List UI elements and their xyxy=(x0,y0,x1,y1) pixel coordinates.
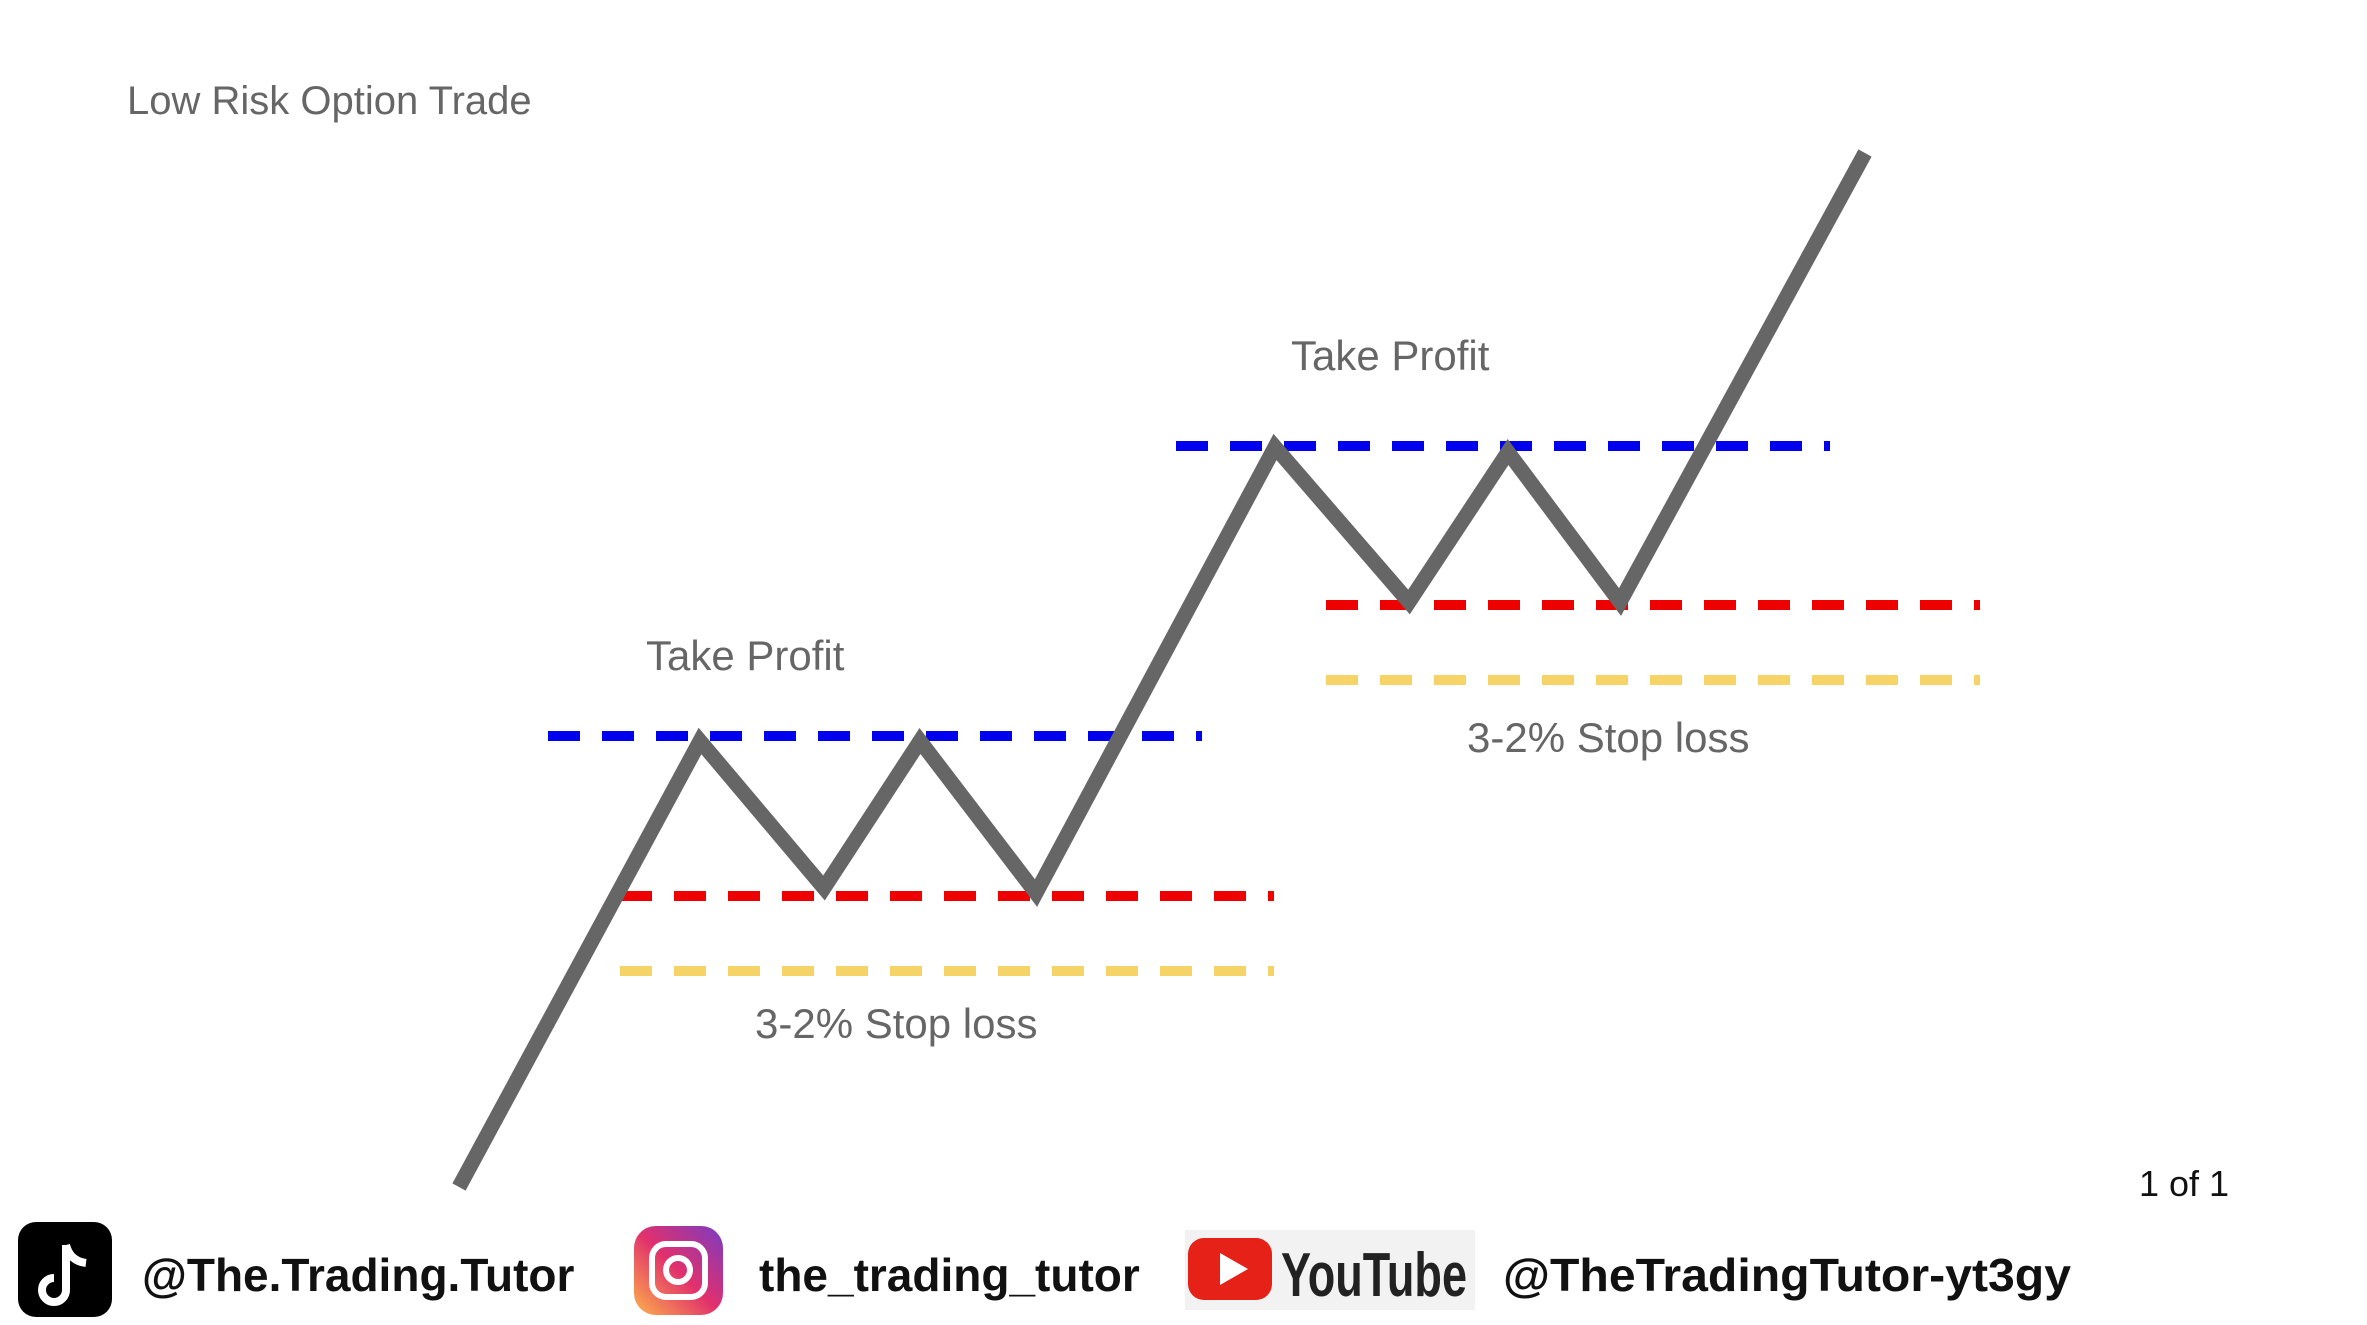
youtube-handle: @TheTradingTutor-yt3gy xyxy=(1503,1249,2071,1301)
stop-loss-label: 3-2% Stop loss xyxy=(1467,714,1749,761)
tiktok-glyph xyxy=(38,1243,87,1306)
instagram-icon xyxy=(634,1226,723,1315)
youtube-logo-text: YouTube xyxy=(1281,1241,1467,1310)
take-profit-label: Take Profit xyxy=(1291,332,1490,379)
page-indicator: 1 of 1 xyxy=(2139,1163,2229,1204)
stop-loss-label: 3-2% Stop loss xyxy=(755,1000,1037,1047)
title: Low Risk Option Trade xyxy=(127,79,532,123)
tiktok-handle: @The.Trading.Tutor xyxy=(142,1249,575,1301)
instagram-handle: the_trading_tutor xyxy=(759,1249,1140,1301)
instagram-glyph xyxy=(663,1255,693,1285)
instagram-glyph xyxy=(649,1241,708,1300)
youtube-glyph xyxy=(1220,1253,1248,1285)
price-path xyxy=(452,149,1872,1191)
take-profit-label: Take Profit xyxy=(646,632,845,679)
